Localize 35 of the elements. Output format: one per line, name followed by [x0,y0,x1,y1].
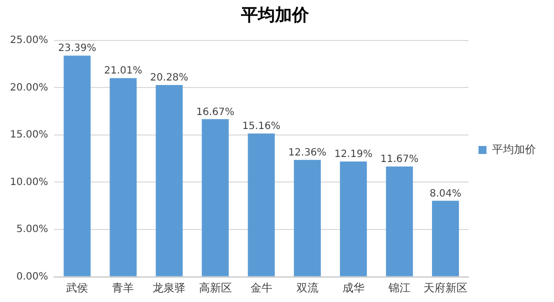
legend-label: 平均加价 [492,142,536,156]
x-tick-label: 金牛 [250,281,272,294]
data-label: 12.36% [288,148,326,159]
data-label: 23.39% [58,43,96,54]
x-tick-label: 双流 [296,281,318,294]
data-label: 16.67% [196,106,234,118]
x-tick-label: 龙泉驿 [152,281,186,294]
x-tick-label: 青羊 [112,281,134,294]
data-label: 15.16% [242,121,280,132]
x-tick-label: 成华 [342,281,364,294]
x-tick-label: 天府新区 [423,281,468,294]
bar [340,162,367,276]
bar [432,200,459,276]
data-label: 21.01% [104,66,142,77]
x-tick-label: 锦江 [387,281,410,294]
data-label: 8.04% [430,188,462,200]
bar [202,119,229,276]
y-tick-label: 25.00% [10,34,48,46]
y-tick-label: 20.00% [10,82,48,94]
chart-title: 平均加价 [240,6,310,26]
y-tick-label: 10.00% [10,176,48,188]
bar [294,160,321,276]
data-label: 20.28% [150,72,188,84]
x-tick-label: 高新区 [198,281,232,294]
y-tick-label: 0.00% [16,271,48,282]
bar [64,56,91,276]
y-tick-label: 5.00% [16,224,48,236]
y-tick-label: 15.00% [10,130,48,141]
bar [386,166,413,276]
bar [156,85,183,276]
x-tick-label: 武侯 [66,281,88,294]
bar [248,133,275,276]
data-label: 11.67% [380,154,419,166]
bar [110,78,137,276]
data-label: 12.19% [334,149,372,160]
